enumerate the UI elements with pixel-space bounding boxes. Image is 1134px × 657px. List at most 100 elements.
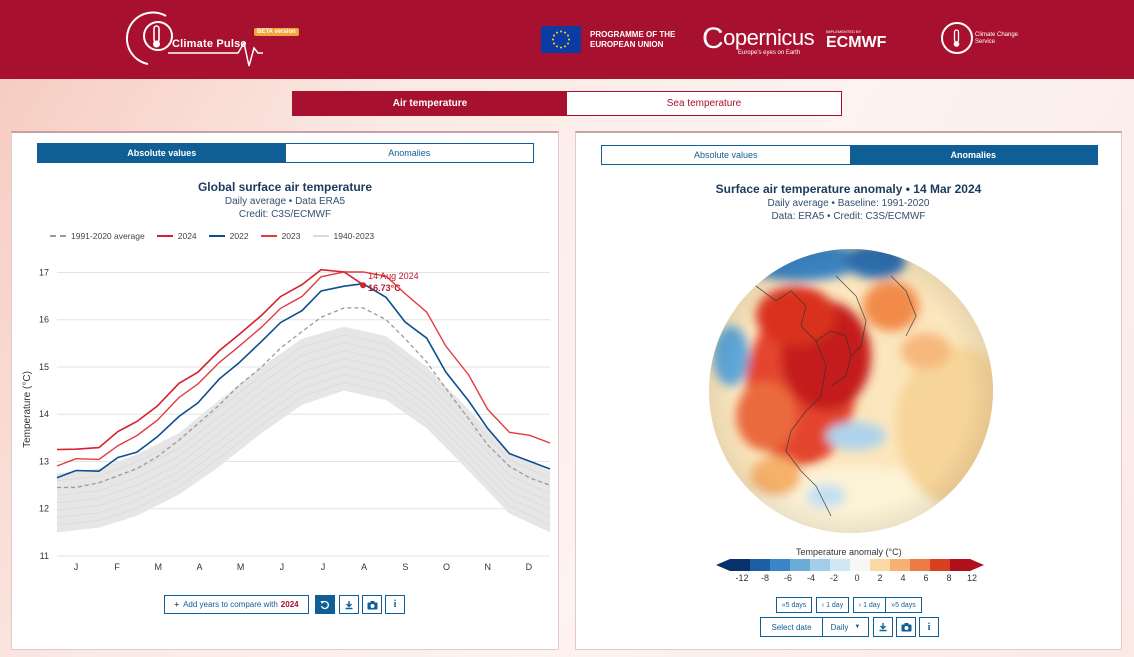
map-screenshot-button[interactable] <box>896 617 916 637</box>
next-5-days-button[interactable]: »5 days <box>885 597 922 613</box>
screenshot-button[interactable] <box>362 595 382 614</box>
copernicus-logo[interactable]: Copernicus <box>702 22 815 56</box>
frequency-value: Daily <box>830 622 849 632</box>
colorbar-tick-label: -4 <box>806 573 816 583</box>
colorbar-tick-label: -2 <box>829 573 839 583</box>
legend-label-2022: 2022 <box>229 231 249 241</box>
eu-flag-icon <box>541 26 581 53</box>
legend-item-2022[interactable]: 2022 <box>208 231 249 241</box>
legend-label-1940-2023: 1940-2023 <box>333 231 375 241</box>
tab-anomalies[interactable]: Anomalies <box>388 148 431 158</box>
x-tick-label: M <box>237 562 245 572</box>
colorbar-segment <box>750 559 771 571</box>
colorbar <box>716 559 984 571</box>
x-tick-label: S <box>402 562 408 572</box>
frequency-dropdown[interactable]: Daily ▼ <box>822 617 869 637</box>
x-tick-label: J <box>321 562 326 572</box>
x-tick-label: J <box>74 562 79 572</box>
chart-title: Global surface air temperature <box>197 180 373 194</box>
series-line-2023[interactable] <box>56 271 551 467</box>
historical-year-line <box>56 350 551 496</box>
y-axis-label: Temperature (°C) <box>22 371 33 448</box>
series-line-1991-2020 average[interactable] <box>57 307 551 489</box>
y-tick-label: 14 <box>39 409 49 419</box>
prev-1-day-button[interactable]: ‹ 1 day <box>816 597 849 613</box>
header-bar: Climate Pulse BETA version PROGRAMME OF … <box>0 0 1134 79</box>
chart-legend: 1991-2020 average 2024 2022 2023 1940-20… <box>50 231 374 241</box>
legend-item-1940-2023[interactable]: 1940-2023 <box>312 231 375 241</box>
colorbar-segment <box>910 559 931 571</box>
chevron-down-icon: ▼ <box>854 624 861 630</box>
colorbar-tick-label: -8 <box>760 573 770 583</box>
copernicus-tagline: Europe's eyes on Earth <box>738 50 801 56</box>
camera-icon <box>901 623 911 632</box>
highlight-point[interactable] <box>360 282 367 289</box>
select-date-button[interactable]: Select date <box>760 617 823 637</box>
map-download-button[interactable] <box>873 617 893 637</box>
add-years-label: Add years to compare with <box>183 600 278 609</box>
anomaly-globe[interactable] <box>706 246 996 536</box>
tab-absolute-values[interactable]: Absolute values <box>38 144 286 162</box>
colorbar-segment <box>890 559 911 571</box>
colorbar-segment <box>810 559 831 571</box>
map-title: Surface air temperature anomaly • 14 Mar… <box>715 182 982 196</box>
chart-credit: Credit: C3S/ECMWF <box>238 209 332 220</box>
tab-anomalies-map[interactable]: Anomalies <box>849 146 1097 164</box>
historical-year-line <box>56 342 551 489</box>
historical-year-line <box>56 334 551 481</box>
map-panel: Absolute values Anomalies Surface air te… <box>575 131 1122 650</box>
add-years-button[interactable]: + Add years to compare with 2024 <box>164 595 309 614</box>
app-name: Climate Pulse <box>172 38 247 50</box>
legend-item-2023[interactable]: 2023 <box>260 231 301 241</box>
historical-year-line <box>56 382 551 526</box>
implemented-by: IMPLEMENTED BY <box>826 29 862 34</box>
colorbar-max-arrow <box>970 559 984 571</box>
left-mode-toggle: Absolute values Anomalies <box>37 143 534 163</box>
map-info-button[interactable]: i <box>919 617 939 637</box>
chart-subtitle: Daily average • Data ERA5 <box>224 196 346 207</box>
historical-year-line <box>56 366 551 511</box>
prev-5-days-button[interactable]: «5 days <box>776 597 812 613</box>
colorbar-segment <box>790 559 811 571</box>
legend-label-2023: 2023 <box>281 231 301 241</box>
next-1-day-button[interactable]: › 1 day <box>853 597 886 613</box>
band-1940-2023 <box>57 326 550 533</box>
tab-sea-temperature[interactable]: Sea temperature <box>666 98 742 109</box>
series-line-2024[interactable] <box>56 268 364 451</box>
reset-icon <box>320 600 329 609</box>
colorbar-tick-label: 0 <box>854 573 860 583</box>
info-icon: i <box>393 599 397 610</box>
colorbar-segment <box>870 559 891 571</box>
legend-swatch-average <box>50 235 66 237</box>
x-tick-label: A <box>361 562 367 572</box>
add-years-year: 2024 <box>280 600 299 609</box>
colorbar-tick-label: 4 <box>900 573 906 583</box>
colorbar-segment <box>950 559 971 571</box>
timeseries-chart[interactable]: 11 12 13 14 15 16 17 Temperature (°C) J F M A M J J A S O… <box>12 258 558 578</box>
series-line-2022[interactable] <box>56 282 551 479</box>
reset-button[interactable] <box>315 595 335 614</box>
tab-air-temperature[interactable]: Air temperature <box>293 92 567 115</box>
info-button[interactable]: i <box>385 595 405 614</box>
x-tick-label: D <box>526 562 533 572</box>
x-tick-label: A <box>196 562 202 572</box>
historical-year-line <box>56 358 551 504</box>
colorbar-segment <box>830 559 851 571</box>
ccs-text: Climate Change Service <box>975 32 1019 45</box>
colorbar-segment <box>850 559 871 571</box>
y-tick-label: 17 <box>39 267 49 277</box>
info-icon: i <box>927 621 931 633</box>
download-button[interactable] <box>339 595 359 614</box>
legend-item-average[interactable]: 1991-2020 average <box>50 231 145 241</box>
ecmwf-logo[interactable]: ECMWF <box>826 34 887 51</box>
eu-programme-text: PROGRAMME OF THE EUROPEAN UNION <box>590 30 676 49</box>
y-tick-label: 13 <box>39 456 49 466</box>
climate-pulse-logo[interactable] <box>118 8 308 70</box>
legend-item-2024[interactable]: 2024 <box>156 231 197 241</box>
colorbar-segment <box>930 559 951 571</box>
ccs-logo-icon[interactable] <box>941 22 973 54</box>
y-tick-label: 12 <box>39 504 49 514</box>
legend-swatch-2023 <box>260 235 277 237</box>
tab-absolute-values-map[interactable]: Absolute values <box>693 150 758 160</box>
map-credit: Data: ERA5 • Credit: C3S/ECMWF <box>771 211 926 222</box>
